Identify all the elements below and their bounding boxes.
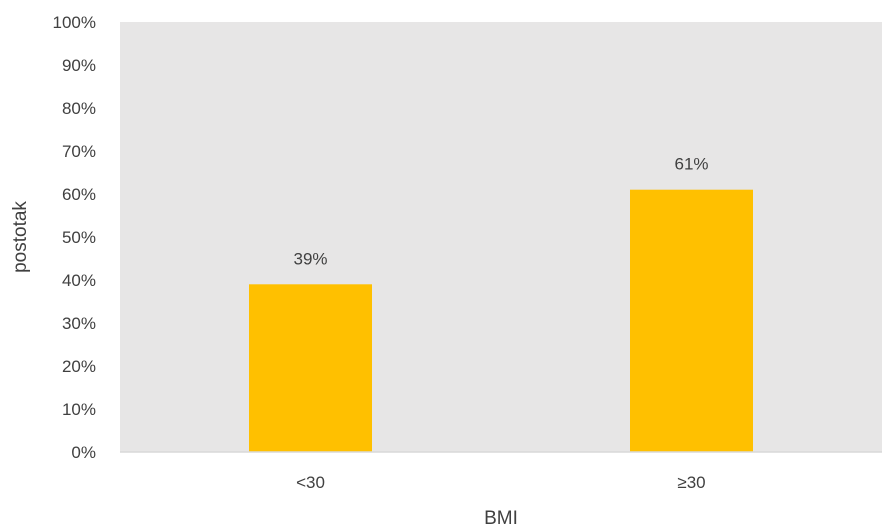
- bar-data-label: 61%: [674, 155, 708, 174]
- y-tick-label: 20%: [62, 357, 96, 376]
- x-tick-label: <30: [296, 473, 325, 492]
- y-tick-label: 40%: [62, 271, 96, 290]
- y-tick-label: 60%: [62, 185, 96, 204]
- y-tick-label: 50%: [62, 228, 96, 247]
- y-tick-label: 70%: [62, 142, 96, 161]
- y-tick-label: 30%: [62, 314, 96, 333]
- x-tick-label: ≥30: [677, 473, 705, 492]
- x-axis-title: BMI: [484, 508, 518, 528]
- y-tick-label: 90%: [62, 56, 96, 75]
- y-tick-label: 0%: [71, 443, 96, 462]
- bar-data-label: 39%: [293, 249, 327, 268]
- y-tick-label: 100%: [53, 13, 96, 32]
- y-tick-label: 80%: [62, 99, 96, 118]
- plot-area: [120, 22, 882, 452]
- y-tick-label: 10%: [62, 400, 96, 419]
- bar: [630, 189, 753, 452]
- bar: [249, 284, 372, 452]
- y-axis-title: postotak: [10, 201, 31, 273]
